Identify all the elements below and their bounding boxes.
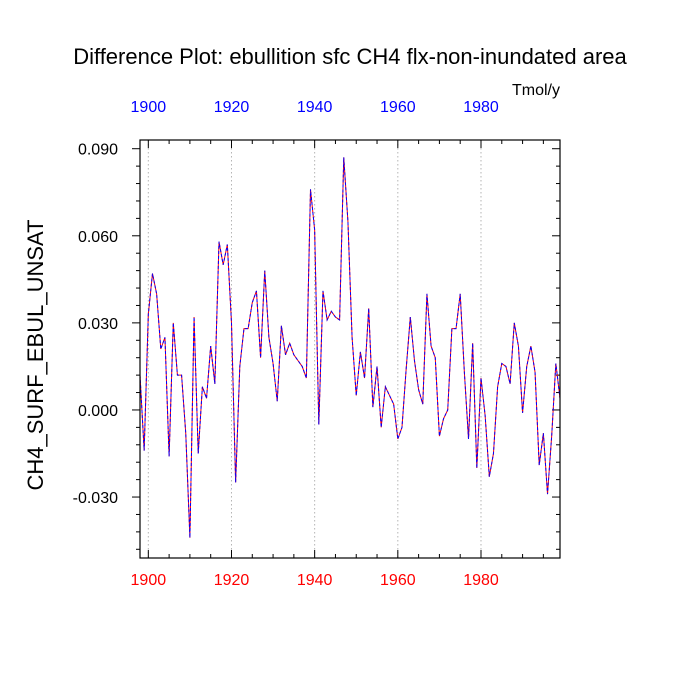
- plot-frame: [139, 139, 561, 559]
- x-tick-label-bottom-1980: 1980: [463, 572, 499, 589]
- x-tick-label-bottom-1920: 1920: [214, 572, 250, 589]
- y-tick-label-3: 0.000: [78, 403, 118, 420]
- y-tick-label-1: 0.060: [78, 229, 118, 246]
- x-tick-label-top-1900: 1900: [131, 99, 167, 116]
- x-tick-label-bottom-1940: 1940: [297, 572, 333, 589]
- x-tick-label-top-1940: 1940: [297, 99, 333, 116]
- grid-lines: [147, 140, 482, 558]
- x-tick-label-bottom-1900: 1900: [131, 572, 167, 589]
- x-tick-label-top-1980: 1980: [463, 99, 499, 116]
- y-tick-label-0: 0.090: [78, 142, 118, 159]
- y-tick-label-2: 0.030: [78, 316, 118, 333]
- y-axis-label: CH4_SURF_EBUL_UNSAT: [23, 219, 48, 490]
- chart-title: Difference Plot: ebullition sfc CH4 flx-…: [73, 44, 627, 69]
- units-label: Tmol/y: [512, 82, 560, 99]
- y-tick-label-4: -0.030: [73, 490, 118, 507]
- series-line-blue-0: [139, 157, 561, 538]
- x-tick-label-top-1920: 1920: [214, 99, 250, 116]
- series-line-red-0: [139, 157, 561, 538]
- tick-labels: 1900 1900 1920 1920 1940 1940 1960 1960 1980 1980…: [73, 99, 499, 589]
- x-tick-label-top-1960: 1960: [380, 99, 416, 116]
- series-lines: [139, 157, 561, 538]
- x-tick-label-bottom-1960: 1960: [380, 572, 416, 589]
- axis-ticks: [132, 140, 560, 558]
